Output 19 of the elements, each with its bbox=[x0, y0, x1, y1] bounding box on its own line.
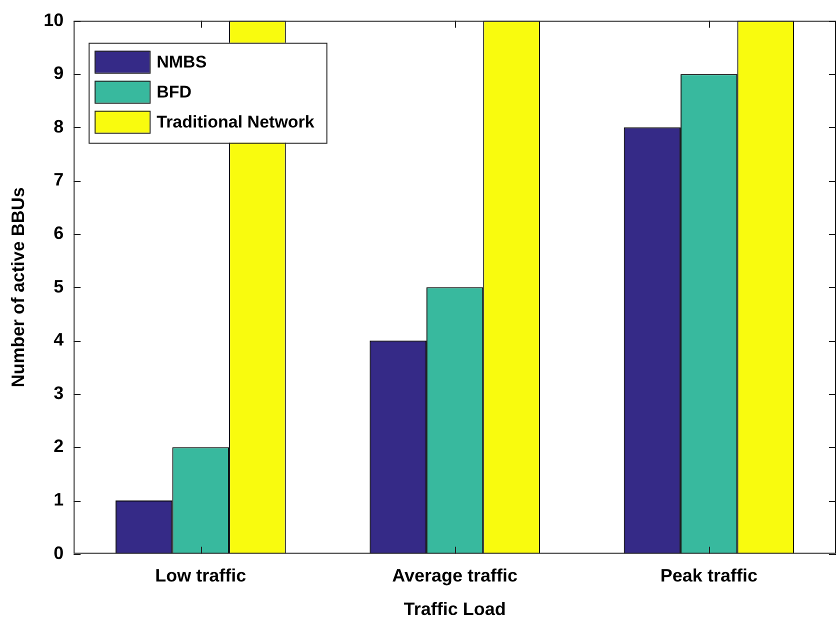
y-tick-label: 5 bbox=[54, 276, 64, 296]
x-tick-label: Average traffic bbox=[392, 566, 518, 586]
y-tick-label: 1 bbox=[54, 489, 64, 510]
x-tick-label: Low traffic bbox=[155, 566, 246, 586]
y-tick-label: 4 bbox=[54, 330, 64, 350]
y-tick-label: 6 bbox=[54, 222, 64, 243]
y-tick-label: 3 bbox=[54, 382, 64, 403]
y-tick-label: 10 bbox=[44, 10, 64, 30]
x-axis-title: Traffic Load bbox=[404, 599, 506, 620]
legend-label: BFD bbox=[156, 82, 192, 102]
x-tick-label: Peak traffic bbox=[660, 566, 758, 586]
legend-label: Traditional Network bbox=[156, 112, 315, 132]
y-tick-label: 2 bbox=[54, 436, 64, 456]
y-tick-label: 8 bbox=[54, 116, 64, 136]
y-tick-label: 9 bbox=[54, 63, 64, 84]
y-tick-label: 7 bbox=[54, 170, 64, 190]
y-axis-title: Number of active BBUs bbox=[8, 187, 28, 388]
y-tick-label: 0 bbox=[54, 542, 64, 563]
legend-label: NMBS bbox=[156, 52, 207, 72]
